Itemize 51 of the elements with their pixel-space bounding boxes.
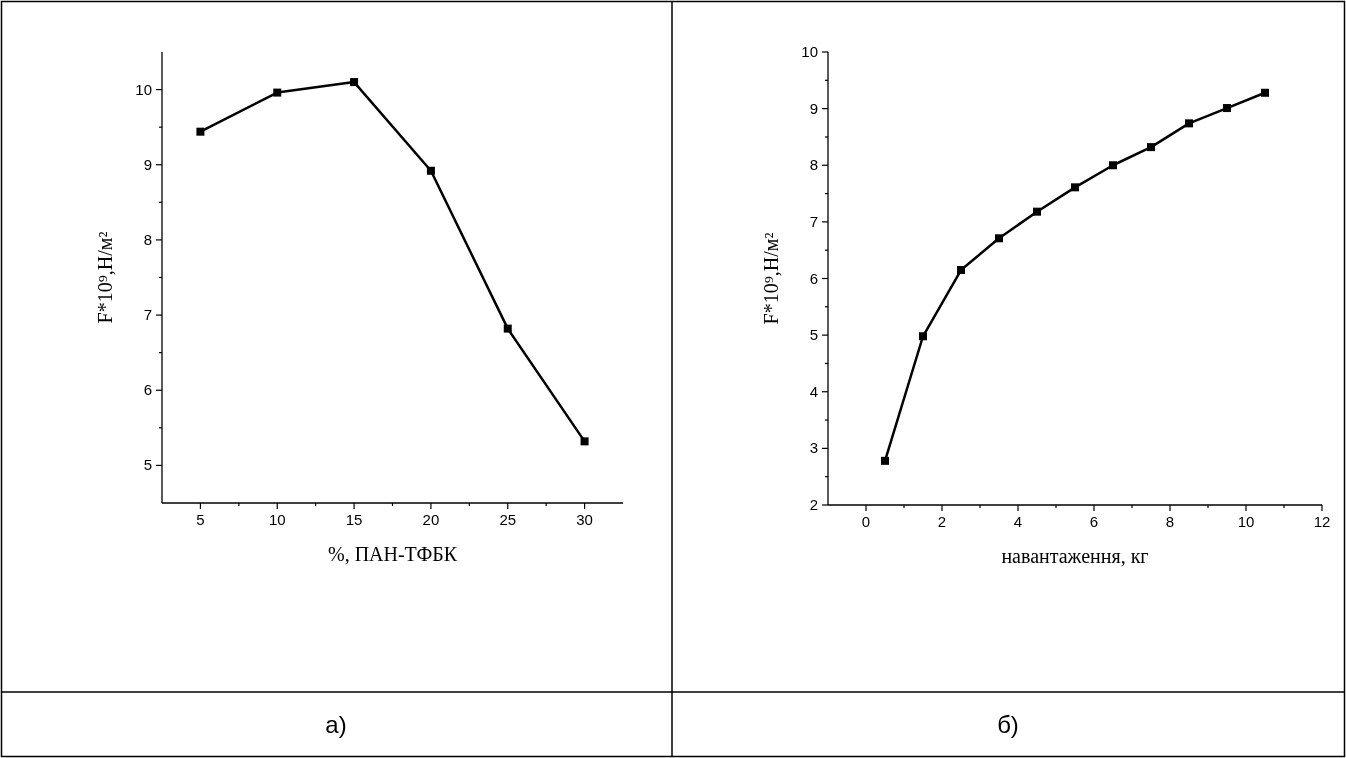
point <box>503 324 512 333</box>
y-tick-label: 5 <box>143 456 152 474</box>
x-tick-label: 0 <box>861 513 871 530</box>
y-tick-label: 7 <box>809 212 818 230</box>
x-tick-label: 12 <box>1313 513 1331 530</box>
point <box>1223 104 1231 113</box>
point <box>881 456 889 465</box>
point <box>580 437 589 446</box>
point <box>919 332 927 341</box>
y-tick-label: 7 <box>143 306 152 324</box>
x-tick-label: 30 <box>576 511 593 528</box>
y-tick-label: 3 <box>809 439 818 457</box>
point <box>1109 161 1117 170</box>
x-tick-label: 8 <box>1165 513 1175 530</box>
point <box>1185 119 1193 128</box>
x-tick-label: 15 <box>345 511 363 528</box>
y-tick-label: 8 <box>809 156 818 174</box>
x-axis-title: навантаження, кг <box>1001 545 1149 567</box>
y-tick-label: 6 <box>143 381 152 399</box>
x-tick-label: 2 <box>937 513 947 530</box>
point <box>1147 143 1155 152</box>
x-tick-label: 6 <box>1089 513 1099 530</box>
point <box>273 88 282 97</box>
point <box>1261 88 1269 97</box>
x-tick-label: 10 <box>1237 513 1255 530</box>
y-axis-title: F*10⁹,Н/м² <box>760 232 782 325</box>
point <box>1071 183 1079 192</box>
point <box>995 234 1003 243</box>
x-tick-label: 5 <box>196 511 205 528</box>
text: а) <box>325 711 347 738</box>
point <box>196 127 205 136</box>
y-tick-label: 2 <box>809 496 818 513</box>
x-tick-label: 10 <box>268 511 286 528</box>
y-tick-label: 6 <box>809 269 818 287</box>
y-tick-label: 9 <box>143 155 152 173</box>
x-tick-label: 25 <box>499 511 517 528</box>
x-axis-title: %, ПАН-ТФБК <box>327 543 458 565</box>
x-tick-label: 4 <box>1013 513 1023 530</box>
point <box>426 166 435 175</box>
y-tick-label: 9 <box>809 99 818 117</box>
point <box>1033 207 1041 216</box>
y-tick-label: 10 <box>801 43 818 60</box>
y-axis-title: F*10⁹,Н/м² <box>94 231 116 324</box>
y-tick-label: 8 <box>143 230 152 248</box>
point <box>350 78 359 87</box>
y-tick-label: 5 <box>809 326 818 344</box>
text: б) <box>997 711 1019 738</box>
point <box>957 266 965 275</box>
y-tick-label: 10 <box>135 80 152 98</box>
y-tick-label: 4 <box>809 382 818 400</box>
x-tick-label: 20 <box>422 511 440 528</box>
